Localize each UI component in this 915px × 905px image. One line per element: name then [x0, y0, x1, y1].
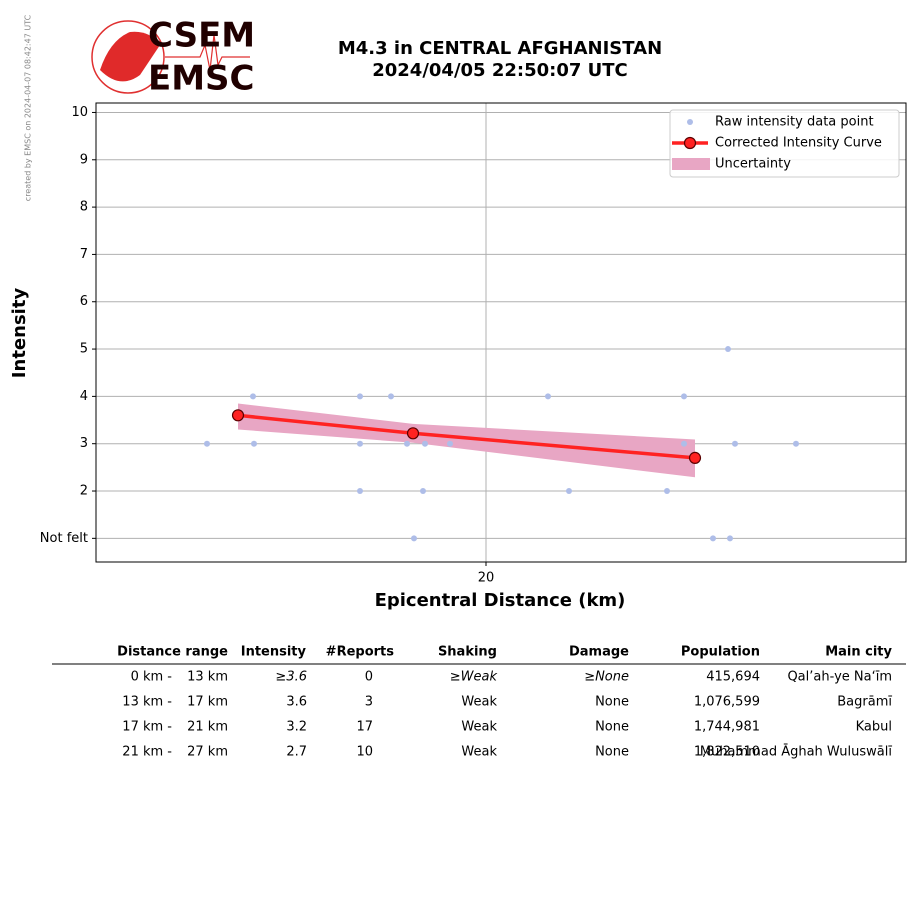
table-cell: 17 km - [122, 720, 172, 735]
table-cell: 10 [356, 745, 373, 760]
table-cell: 13 km - [122, 695, 172, 710]
raw-point [793, 440, 799, 447]
table-cell: 21 km [187, 720, 228, 735]
logo-wave [165, 34, 250, 71]
table-cell: Weak [461, 695, 497, 710]
raw-point [727, 535, 733, 542]
logo: CSEM EMSC [91, 16, 255, 99]
credit: created by EMSC on 2024-04-07 08:42:47 U… [24, 14, 33, 201]
raw-point [411, 535, 417, 542]
table-cell: None [595, 745, 629, 760]
curve-marker [406, 427, 420, 440]
table-header: Main city [825, 645, 892, 660]
raw-point [204, 440, 210, 447]
legend-curve-marker [683, 136, 697, 150]
legend-band [672, 158, 710, 170]
table-header: Damage [569, 645, 629, 660]
legend-label: Raw intensity data point [715, 115, 874, 130]
y-tick-label: Not felt [40, 531, 88, 546]
y-tick-label: 6 [80, 294, 88, 309]
table-cell: 1,822,510 [694, 745, 760, 760]
table-cell: 27 km [187, 745, 228, 760]
table-header: Distance range [117, 645, 228, 660]
chart-subtitle: 2024/04/05 22:50:07 UTC [372, 60, 628, 81]
raw-point [545, 393, 551, 400]
raw-point [664, 488, 670, 495]
y-tick-label: 9 [80, 152, 88, 167]
table-header: Intensity [241, 645, 307, 660]
uncertainty-band [238, 403, 695, 478]
curve-marker [688, 451, 702, 464]
logo-bottom: EMSC [148, 59, 255, 99]
table-cell: None [595, 695, 629, 710]
table-cell: Bagrāmī [837, 695, 892, 710]
table-cell: 3 [365, 695, 373, 710]
table-cell: Qal’ah-ye Na‘īm [787, 670, 892, 685]
table-cell: 17 [356, 720, 373, 735]
table-cell: 0 km - [131, 670, 173, 685]
legend-box [669, 109, 900, 178]
table-cell: ≥3.6 [275, 670, 307, 685]
y-tick-label: 8 [80, 200, 88, 215]
raw-point [357, 488, 363, 495]
y-tick-label: 3 [80, 436, 88, 451]
chart-title: M4.3 in CENTRAL AFGHANISTAN [338, 38, 662, 59]
raw-point [357, 393, 363, 400]
table-cell: 13 km [187, 670, 228, 685]
raw-point [725, 346, 731, 353]
curve-marker [231, 409, 245, 422]
table-cell: Weak [461, 745, 497, 760]
table-cell: ≥Weak [450, 670, 498, 685]
table-cell: None [595, 720, 629, 735]
raw-point [681, 440, 687, 447]
x-tick-label: 20 [478, 571, 495, 586]
raw-point [251, 440, 257, 447]
legend-label: Corrected Intensity Curve [715, 136, 882, 151]
table-cell: Weak [461, 720, 497, 735]
legend-raw-marker [687, 119, 693, 125]
legend-label: Uncertainty [715, 157, 791, 172]
y-tick-label: 2 [80, 484, 88, 499]
table-cell: 21 km - [122, 745, 172, 760]
table-cell: 2.7 [286, 745, 307, 760]
y-tick-label: 7 [80, 247, 88, 262]
raw-point [404, 440, 410, 447]
table-cell: 3.6 [286, 695, 307, 710]
table-cell: 415,694 [706, 670, 760, 685]
table-header: Population [681, 645, 760, 660]
table-cell: 1,076,599 [694, 695, 760, 710]
table-header: #Reports [326, 645, 395, 660]
raw-point [732, 440, 738, 447]
raw-point [710, 535, 716, 542]
raw-point [422, 440, 428, 447]
table-cell: 17 km [187, 695, 228, 710]
raw-point [447, 440, 453, 447]
table-cell: 1,744,981 [694, 720, 760, 735]
table-header: Shaking [438, 645, 497, 660]
logo-top: CSEM [148, 16, 255, 56]
table-cell: 0 [365, 670, 373, 685]
y-axis-label: Intensity [9, 288, 30, 379]
y-tick-label: 10 [71, 105, 88, 120]
raw-point [388, 393, 394, 400]
y-tick-label: 4 [80, 389, 88, 404]
raw-point [681, 393, 687, 400]
y-tick-label: 5 [80, 342, 88, 357]
raw-point [420, 488, 426, 495]
raw-point [566, 488, 572, 495]
table-cell: Muhammad Āghah Wuluswālī [700, 745, 893, 760]
logo-map [100, 31, 160, 82]
table-cell: Kabul [856, 720, 892, 735]
table-cell: 3.2 [286, 720, 307, 735]
table-cell: ≥None [584, 670, 629, 685]
x-axis-label: Epicentral Distance (km) [375, 590, 626, 611]
raw-point [357, 440, 363, 447]
plot-frame [95, 102, 907, 563]
logo-circle [91, 20, 165, 94]
raw-point [250, 393, 256, 400]
